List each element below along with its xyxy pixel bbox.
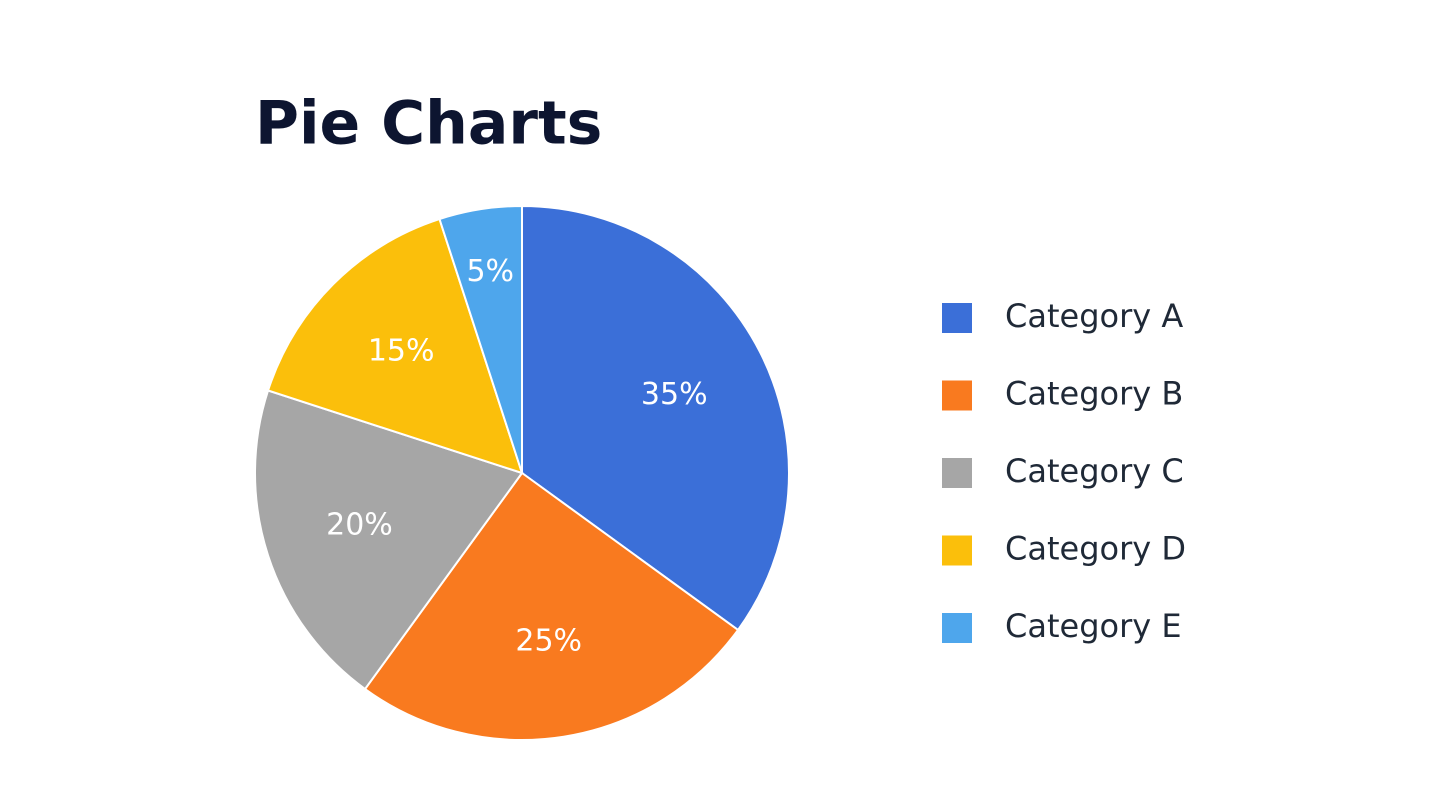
chart-title: Pie Charts [255, 89, 602, 159]
legend-swatch [942, 458, 972, 488]
legend-swatch [942, 380, 972, 411]
legend-label: Category A [1005, 297, 1183, 335]
data-label: 5% [466, 254, 514, 289]
legend-label: Category E [1005, 607, 1182, 645]
data-label: 25% [515, 623, 582, 658]
pie-slice [266, 217, 524, 475]
legend-swatch [942, 535, 972, 566]
pie-slice [438, 204, 523, 474]
pie-slice [254, 389, 524, 691]
legend-swatch [942, 613, 972, 643]
data-label: 35% [641, 377, 708, 412]
legend-swatch [942, 303, 972, 333]
legend-label: Category C [1005, 452, 1184, 490]
data-label: 15% [368, 334, 435, 369]
data-label: 20% [326, 507, 393, 542]
legend-label: Category B [1005, 375, 1183, 413]
pie-slice [521, 204, 790, 632]
pie-slice [363, 471, 740, 741]
legend-label: Category D [1005, 530, 1186, 568]
